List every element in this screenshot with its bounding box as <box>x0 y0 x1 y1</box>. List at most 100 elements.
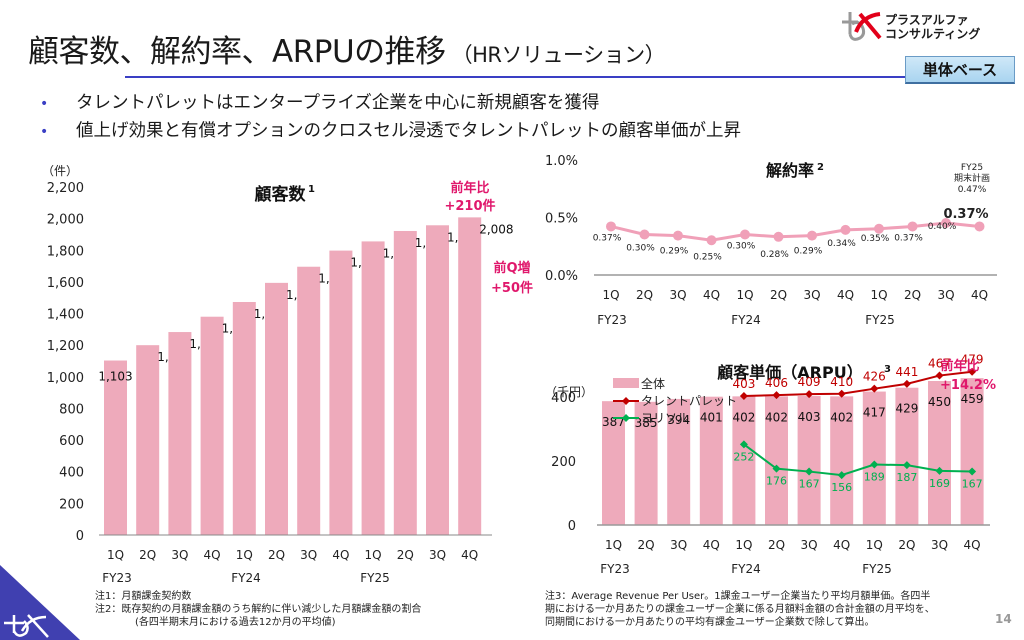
y-tick-label: 1.0% <box>545 154 578 169</box>
data-label: 0.40% <box>928 222 957 232</box>
page-number: 14 <box>995 612 1012 626</box>
chart-title: 解約率 <box>766 161 814 180</box>
data-point <box>907 221 918 232</box>
y-axis-unit: （件） <box>42 164 78 178</box>
y-tick-label: 1,000 <box>47 371 84 386</box>
talent-palette-data-label: 467 <box>928 357 951 371</box>
qoq-annotation: 前Q増 <box>493 260 530 276</box>
data-label: 403 <box>798 410 821 424</box>
yorisol-data-label: 176 <box>766 475 787 488</box>
bar <box>634 401 658 525</box>
yoy-annotation: +14.2% <box>940 378 996 393</box>
data-label: 0.30% <box>727 242 756 252</box>
x-tick-label: 2Q <box>268 548 285 562</box>
x-tick-label: 4Q <box>837 288 854 302</box>
x-tick-label: 1Q <box>236 548 253 562</box>
legend-swatch-bar <box>613 378 639 388</box>
talent-palette-data-label: 426 <box>863 370 886 384</box>
bar <box>426 225 449 535</box>
x-tick-label: 2Q <box>638 538 655 552</box>
bar <box>393 230 417 535</box>
plan-value: 0.47% <box>958 185 987 195</box>
yorisol-marker <box>805 467 814 476</box>
bar <box>830 396 854 525</box>
fiscal-year-label: FY24 <box>731 313 761 327</box>
bar <box>862 391 886 525</box>
yorisol-marker <box>968 467 977 476</box>
bar <box>104 360 127 535</box>
legend-label: タレントパレット <box>641 394 737 408</box>
x-tick-label: 4Q <box>204 548 221 562</box>
y-tick-label: 0.0% <box>545 269 578 284</box>
data-label: 387 <box>602 415 625 429</box>
legend-marker <box>622 414 630 422</box>
y-tick-label: 1,600 <box>47 276 84 291</box>
data-point <box>740 229 750 240</box>
bar <box>797 396 821 525</box>
data-label: 429 <box>895 402 918 416</box>
logo-mark-icon <box>842 12 882 41</box>
data-label: 459 <box>961 392 984 406</box>
data-label: 0.25% <box>693 252 722 262</box>
chart-title: 顧客数 <box>255 184 307 205</box>
data-label: 0.29% <box>794 247 823 257</box>
yoy-annotation: 前年比 <box>940 358 979 374</box>
yorisol-data-label: 189 <box>864 471 885 484</box>
fiscal-year-label: FY23 <box>597 313 627 327</box>
talent-palette-marker <box>870 384 879 393</box>
footnote: 注2：既存契約の月額課金額のうち解約に伴い減少した月額課金額の割合 <box>95 604 422 615</box>
x-tick-label: 3Q <box>937 288 954 302</box>
footnote: 注3：Average Revenue Per User。1課金ユーザー企業当たり… <box>545 591 931 602</box>
x-tick-label: 3Q <box>171 548 188 562</box>
data-point <box>874 223 884 234</box>
x-tick-label: 1Q <box>735 538 752 552</box>
talent-palette-marker <box>968 367 977 376</box>
y-tick-label: 400 <box>59 466 84 481</box>
x-tick-label: 2Q <box>770 288 787 302</box>
bar <box>232 301 256 535</box>
data-label: 450 <box>928 395 951 409</box>
bar <box>732 396 756 525</box>
yoy-annotation: 前年比 <box>450 180 489 196</box>
bar <box>699 396 723 525</box>
data-label: 1,283 <box>189 337 223 351</box>
y-tick-label: 800 <box>59 402 84 417</box>
data-label: 394 <box>667 413 690 427</box>
y-tick-label: 1,800 <box>47 244 84 259</box>
talent-palette-data-label: 410 <box>830 375 853 389</box>
footnote: 同期間における一か月あたりの平均有課金ユーザー企業数で除して算出。 <box>545 617 875 628</box>
talent-palette-marker <box>805 390 814 399</box>
bar <box>200 316 224 535</box>
page-title-main: 顧客数、解約率、ARPUの推移 <box>28 34 446 70</box>
corner-logo <box>0 565 80 640</box>
data-label: 402 <box>765 410 788 424</box>
data-label: 0.37% <box>593 233 622 243</box>
y-tick-label: 200 <box>59 497 84 512</box>
yorisol-data-label: 252 <box>733 450 754 463</box>
y-tick-label: 2,200 <box>47 181 84 196</box>
footnotes-right: 注3：Average Revenue Per User。1課金ユーザー企業当たり… <box>545 590 935 629</box>
fiscal-year-label: FY23 <box>600 562 630 576</box>
data-label: 1,103 <box>98 370 132 384</box>
fiscal-year-label: FY24 <box>731 562 761 576</box>
data-point <box>941 218 951 228</box>
data-point <box>974 221 985 232</box>
chart-title-superscript: 1 <box>308 184 315 195</box>
x-tick-label: 3Q <box>801 538 818 552</box>
fiscal-year-label: FY25 <box>360 571 390 585</box>
footnote: (各四半期末月における過去12か月の平均値) <box>95 617 336 628</box>
fiscal-year-label: FY25 <box>862 562 892 576</box>
x-tick-label: 3Q <box>429 548 446 562</box>
yorisol-data-label: 156 <box>831 481 852 494</box>
logo-text-line1: プラスアルファ <box>885 13 969 27</box>
x-tick-label: 2Q <box>898 538 915 552</box>
x-tick-label: 1Q <box>107 548 124 562</box>
y-tick-label: 1,400 <box>47 308 84 323</box>
data-label: 1,922 <box>415 236 449 250</box>
x-tick-label: 2Q <box>397 548 414 562</box>
bullet-text: 値上げ効果と有償オプションのクロスセル浸透でタレントパレットの顧客単価が上昇 <box>76 121 741 141</box>
data-label: 1,798 <box>350 256 384 270</box>
bar <box>928 381 951 525</box>
x-tick-label: 4Q <box>461 548 478 562</box>
data-label: 385 <box>635 416 658 430</box>
